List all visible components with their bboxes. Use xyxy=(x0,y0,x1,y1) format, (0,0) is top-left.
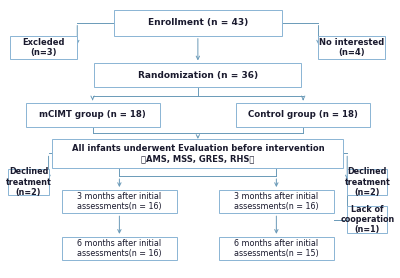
Text: Enrollment (n = 43): Enrollment (n = 43) xyxy=(148,18,248,27)
Text: Randomization (n = 36): Randomization (n = 36) xyxy=(138,71,258,80)
FancyBboxPatch shape xyxy=(8,169,48,195)
FancyBboxPatch shape xyxy=(236,103,370,126)
Text: Declined
treatment
(n=2): Declined treatment (n=2) xyxy=(344,167,390,197)
FancyBboxPatch shape xyxy=(94,63,301,87)
Text: 6 months after initial
assessments(n = 16): 6 months after initial assessments(n = 1… xyxy=(77,239,162,258)
FancyBboxPatch shape xyxy=(26,103,160,126)
Text: Declined
treatment
(n=2): Declined treatment (n=2) xyxy=(6,167,51,197)
FancyBboxPatch shape xyxy=(347,207,387,233)
FancyBboxPatch shape xyxy=(10,36,77,59)
FancyBboxPatch shape xyxy=(318,36,386,59)
Text: All infants underwent Evaluation before intervention
（AMS, MSS, GRES, RHS）: All infants underwent Evaluation before … xyxy=(72,144,324,163)
Text: 6 months after initial
assessments(n = 15): 6 months after initial assessments(n = 1… xyxy=(234,239,319,258)
FancyBboxPatch shape xyxy=(347,169,387,195)
FancyBboxPatch shape xyxy=(62,190,177,213)
FancyBboxPatch shape xyxy=(219,237,334,260)
FancyBboxPatch shape xyxy=(114,10,282,36)
FancyBboxPatch shape xyxy=(219,190,334,213)
FancyBboxPatch shape xyxy=(52,139,343,168)
Text: No interested
(n=4): No interested (n=4) xyxy=(319,38,385,57)
Text: mCIMT group (n = 18): mCIMT group (n = 18) xyxy=(39,110,146,120)
Text: Excleded
(n=3): Excleded (n=3) xyxy=(22,38,65,57)
Text: 3 months after initial
assessments(n = 16): 3 months after initial assessments(n = 1… xyxy=(234,192,319,211)
FancyBboxPatch shape xyxy=(62,237,177,260)
Text: 3 months after initial
assessments(n = 16): 3 months after initial assessments(n = 1… xyxy=(77,192,162,211)
Text: Lack of
cooperation
(n=1): Lack of cooperation (n=1) xyxy=(340,205,394,234)
Text: Control group (n = 18): Control group (n = 18) xyxy=(248,110,358,120)
